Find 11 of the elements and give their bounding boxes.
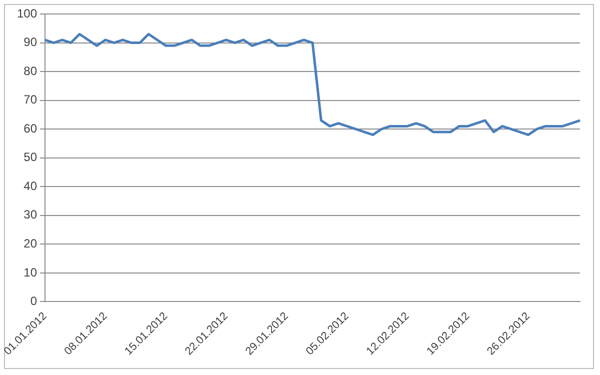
y-tick-label: 90: [24, 35, 38, 50]
y-tick-label: 60: [24, 121, 38, 136]
y-tick-label: 70: [24, 92, 38, 107]
y-tick-label: 10: [24, 265, 38, 280]
y-tick-label: 20: [24, 236, 38, 250]
y-tick-label: 40: [24, 178, 38, 193]
y-tick-label: 0: [30, 294, 38, 308]
y-tick-label: 30: [24, 208, 38, 222]
y-tick-label: 50: [24, 150, 38, 164]
y-tick-label: 100: [16, 6, 38, 20]
y-tick-label: 80: [24, 64, 38, 78]
